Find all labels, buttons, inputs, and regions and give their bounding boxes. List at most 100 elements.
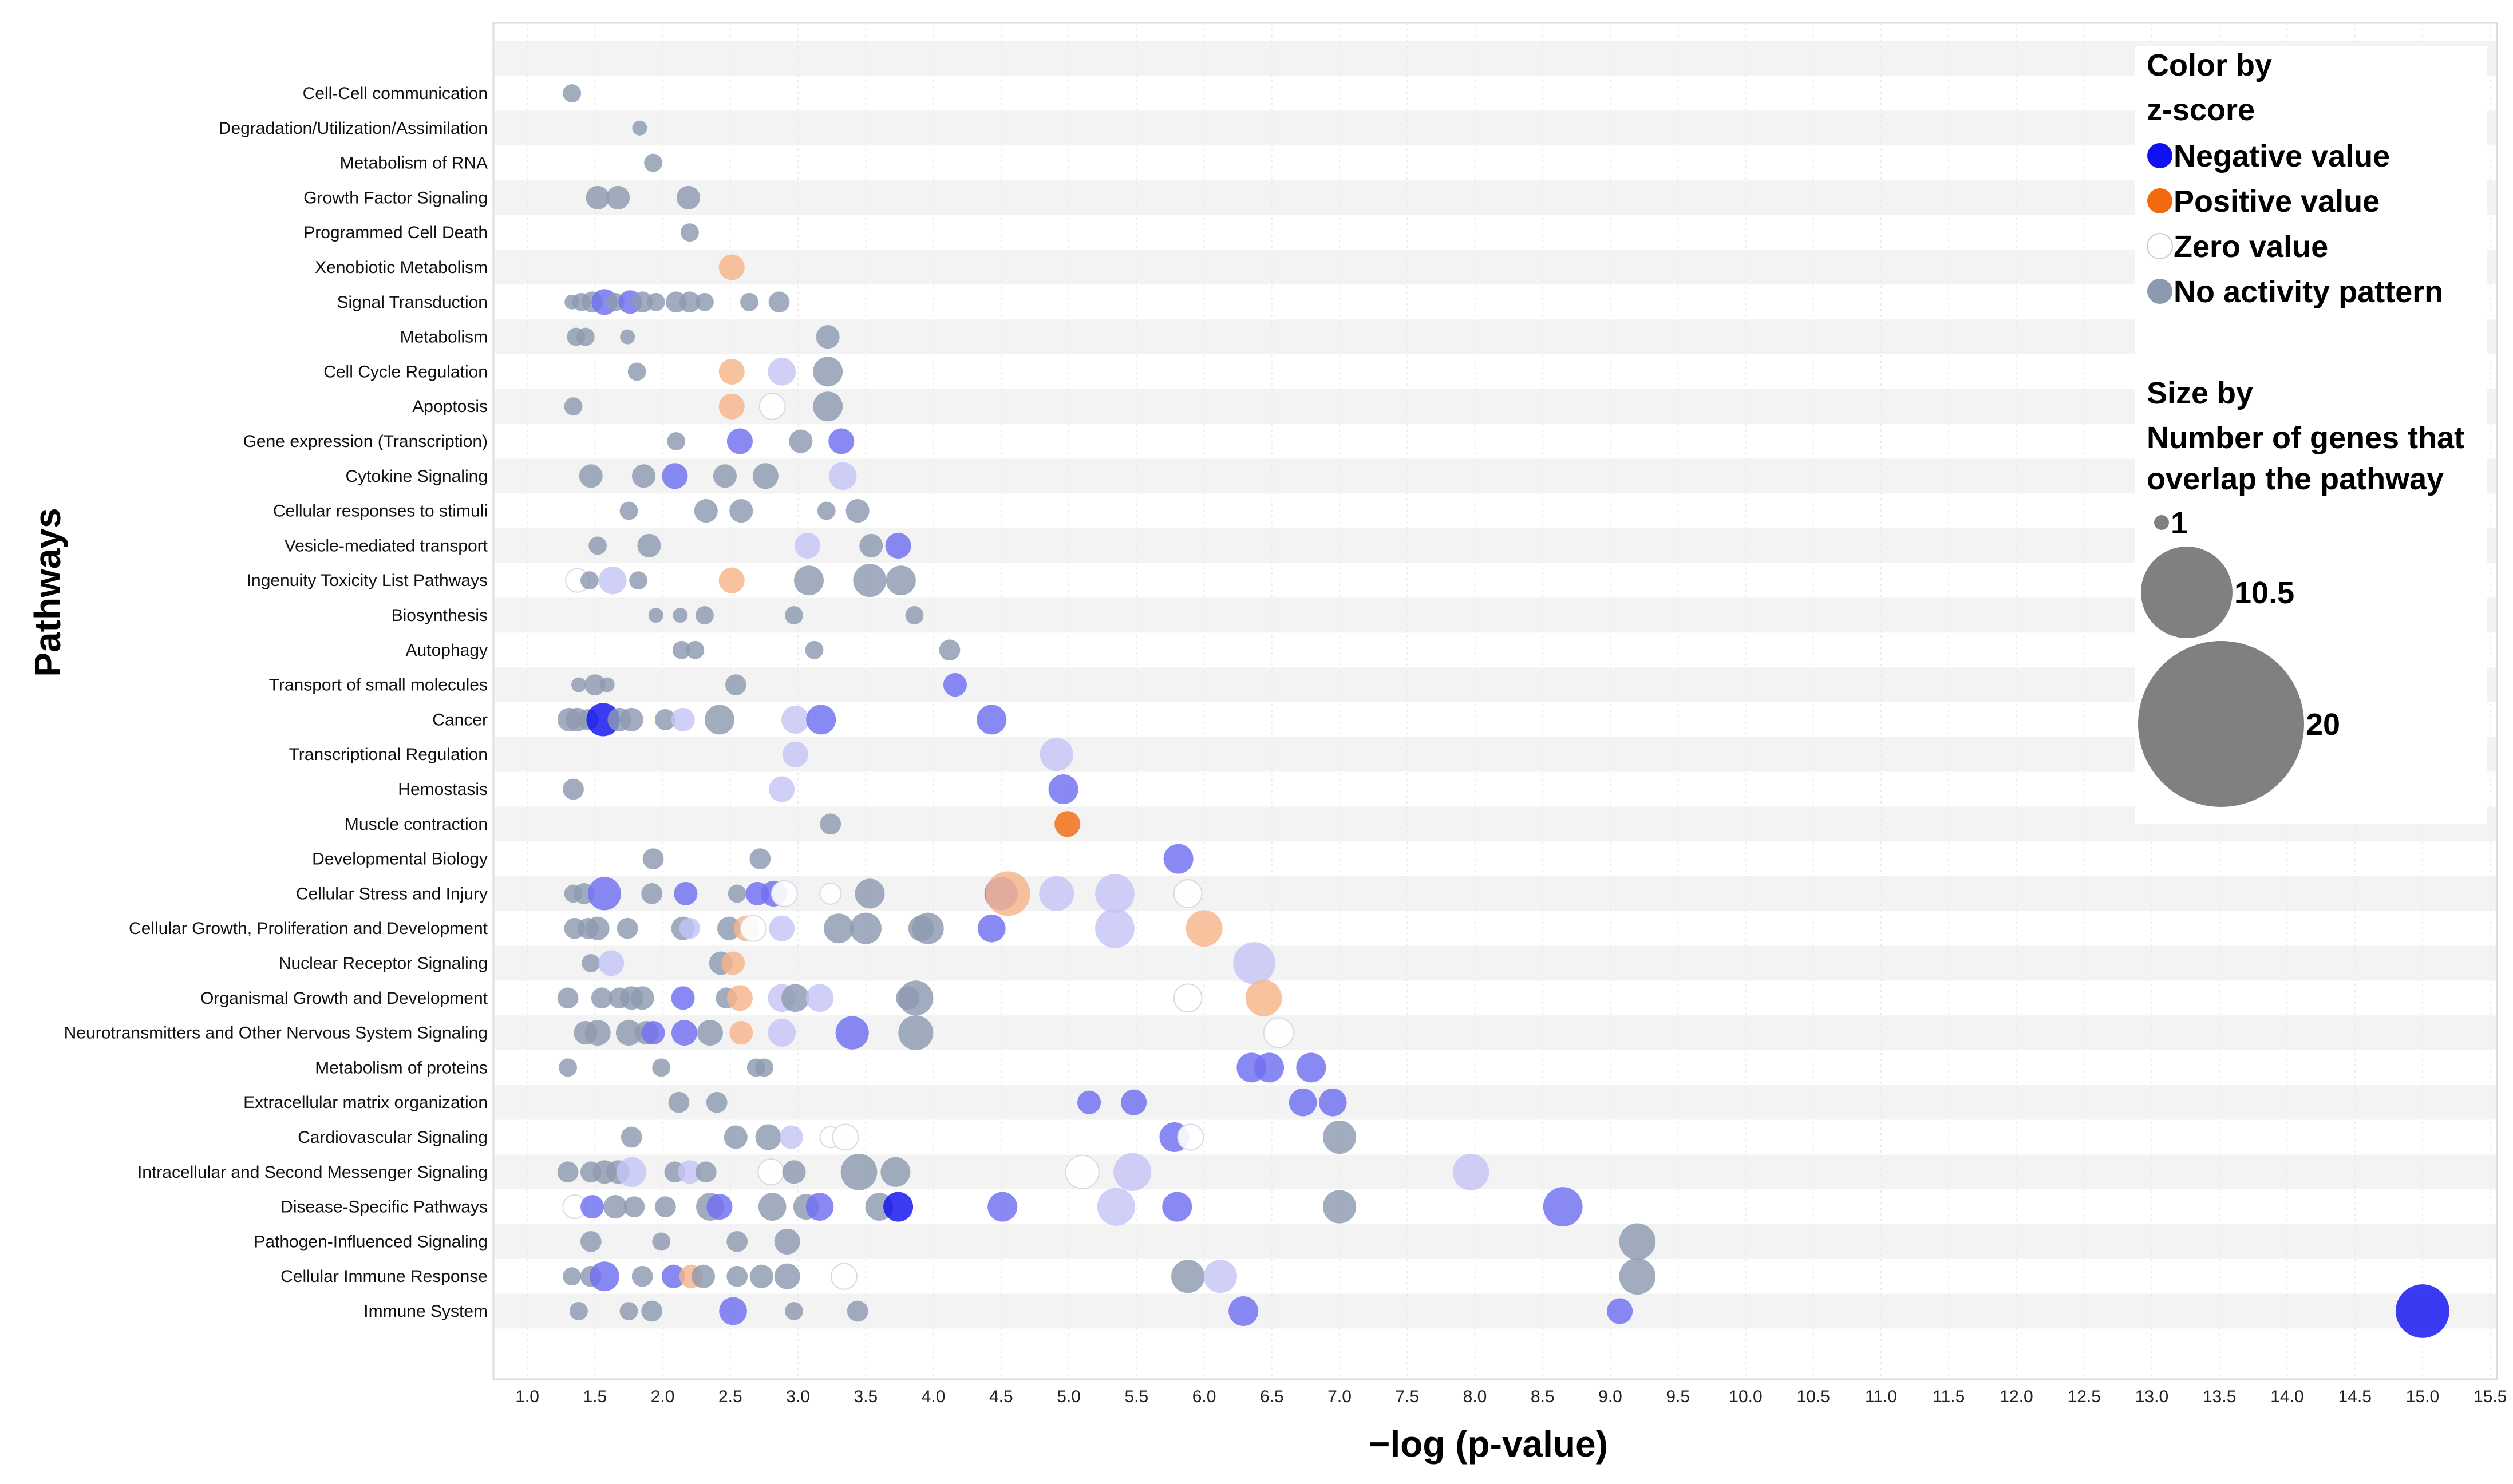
bubble <box>671 986 695 1010</box>
bubble <box>678 1160 702 1184</box>
x-tick-label: 4.0 <box>922 1387 946 1406</box>
bubble <box>740 915 767 942</box>
x-tick-label: 12.0 <box>2000 1387 2033 1406</box>
bubble <box>584 1020 611 1046</box>
bubble <box>805 984 834 1012</box>
bubble <box>1077 1090 1101 1114</box>
bubble <box>898 980 934 1016</box>
bubble <box>1048 774 1078 804</box>
x-tick-label: 1.0 <box>515 1387 539 1406</box>
size-legend-title-2: Number of genes that <box>2147 421 2464 455</box>
bubble <box>806 705 836 735</box>
x-tick-label: 3.0 <box>786 1387 810 1406</box>
bubble <box>795 532 821 559</box>
size-legend-title-1: Size by <box>2147 376 2253 410</box>
bubble <box>725 674 746 695</box>
bubble <box>718 358 745 385</box>
bubble <box>719 1297 747 1325</box>
bubble <box>1040 738 1073 771</box>
bubble <box>580 1231 602 1252</box>
bubble <box>883 1192 914 1222</box>
category-label: Vesicle-mediated transport <box>285 536 488 555</box>
bubble <box>679 291 701 313</box>
bubble <box>642 848 664 869</box>
bubble <box>813 391 843 422</box>
bubble <box>1322 1190 1357 1224</box>
bubble <box>1228 1296 1259 1326</box>
bubble <box>1619 1223 1656 1260</box>
bubble <box>749 1264 773 1288</box>
category-label: Cell Cycle Regulation <box>323 362 488 381</box>
bubble <box>563 1267 582 1286</box>
bubble <box>1607 1298 1633 1324</box>
bubble <box>559 1058 577 1077</box>
bubble <box>619 1302 638 1320</box>
bubble <box>1245 979 1282 1016</box>
bubble <box>652 1232 671 1251</box>
bubble <box>849 912 882 944</box>
legend-zero-label: Zero value <box>2174 229 2328 264</box>
x-tick-label: 15.5 <box>2474 1387 2507 1406</box>
bubble <box>629 571 647 590</box>
category-label: Cellular responses to stimuli <box>273 502 488 521</box>
bubble <box>740 292 758 311</box>
color-legend-title-2: z-score <box>2147 93 2255 127</box>
category-label: Organismal Growth and Development <box>200 989 488 1008</box>
category-label: Xenobiotic Metabolism <box>315 258 488 277</box>
category-label: Neurotransmitters and Other Nervous Syst… <box>64 1024 488 1043</box>
x-tick-label: 7.5 <box>1395 1387 1419 1406</box>
category-label: Transport of small molecules <box>269 676 488 695</box>
bubble <box>813 357 843 387</box>
category-labels: Cell-Cell communication Degradation/Utili… <box>64 84 488 1321</box>
size-legend-bubble-10-5 <box>2141 547 2233 638</box>
bubble <box>752 463 779 489</box>
legend-positive-label: Positive value <box>2174 184 2380 219</box>
bubble <box>587 877 621 911</box>
x-tick-label: 14.5 <box>2338 1387 2371 1406</box>
bubble <box>912 912 944 944</box>
category-label: Muscle contraction <box>345 815 488 834</box>
bubble <box>654 1196 676 1217</box>
bubble <box>695 1161 717 1183</box>
bubble <box>1173 879 1203 908</box>
bubble <box>641 883 663 904</box>
bubble <box>782 741 808 767</box>
x-tick-label: 8.0 <box>1463 1387 1487 1406</box>
bubble <box>1452 1153 1489 1190</box>
bubble <box>1054 811 1081 837</box>
x-tick-label: 6.0 <box>1192 1387 1216 1406</box>
x-tick-label: 8.5 <box>1531 1387 1555 1406</box>
category-label: Developmental Biology <box>312 850 488 869</box>
x-tick-label: 10.0 <box>1729 1387 1762 1406</box>
bubble <box>667 432 686 450</box>
bubble <box>845 499 870 523</box>
bubble <box>617 1157 647 1187</box>
bubble <box>785 606 803 624</box>
bubble <box>1171 1260 1205 1293</box>
legend-negative-swatch <box>2147 143 2172 168</box>
bubble <box>830 1263 858 1290</box>
bubble <box>768 358 796 386</box>
bubble <box>588 536 607 555</box>
bubble <box>1065 1154 1100 1189</box>
legend-no-activity-label: No activity pattern <box>2174 275 2443 309</box>
bubble <box>615 1020 642 1046</box>
y-axis-title: Pathways <box>27 508 68 676</box>
bubble <box>717 916 741 940</box>
bubble <box>586 185 610 209</box>
bubble <box>771 880 798 907</box>
bubble <box>668 1091 690 1113</box>
row-stripe <box>495 1015 2496 1050</box>
bubble <box>855 878 885 909</box>
x-tick-label: 13.5 <box>2203 1387 2236 1406</box>
bubble <box>781 706 809 734</box>
bubble <box>724 1125 748 1149</box>
bubble <box>694 499 718 523</box>
bubble <box>840 1153 878 1190</box>
x-tick-label: 10.5 <box>1797 1387 1830 1406</box>
bubble <box>564 397 583 416</box>
x-tick-label: 7.0 <box>1327 1387 1352 1406</box>
bubble <box>977 705 1007 735</box>
category-label: Cell-Cell communication <box>303 84 488 103</box>
bubble <box>631 464 656 488</box>
